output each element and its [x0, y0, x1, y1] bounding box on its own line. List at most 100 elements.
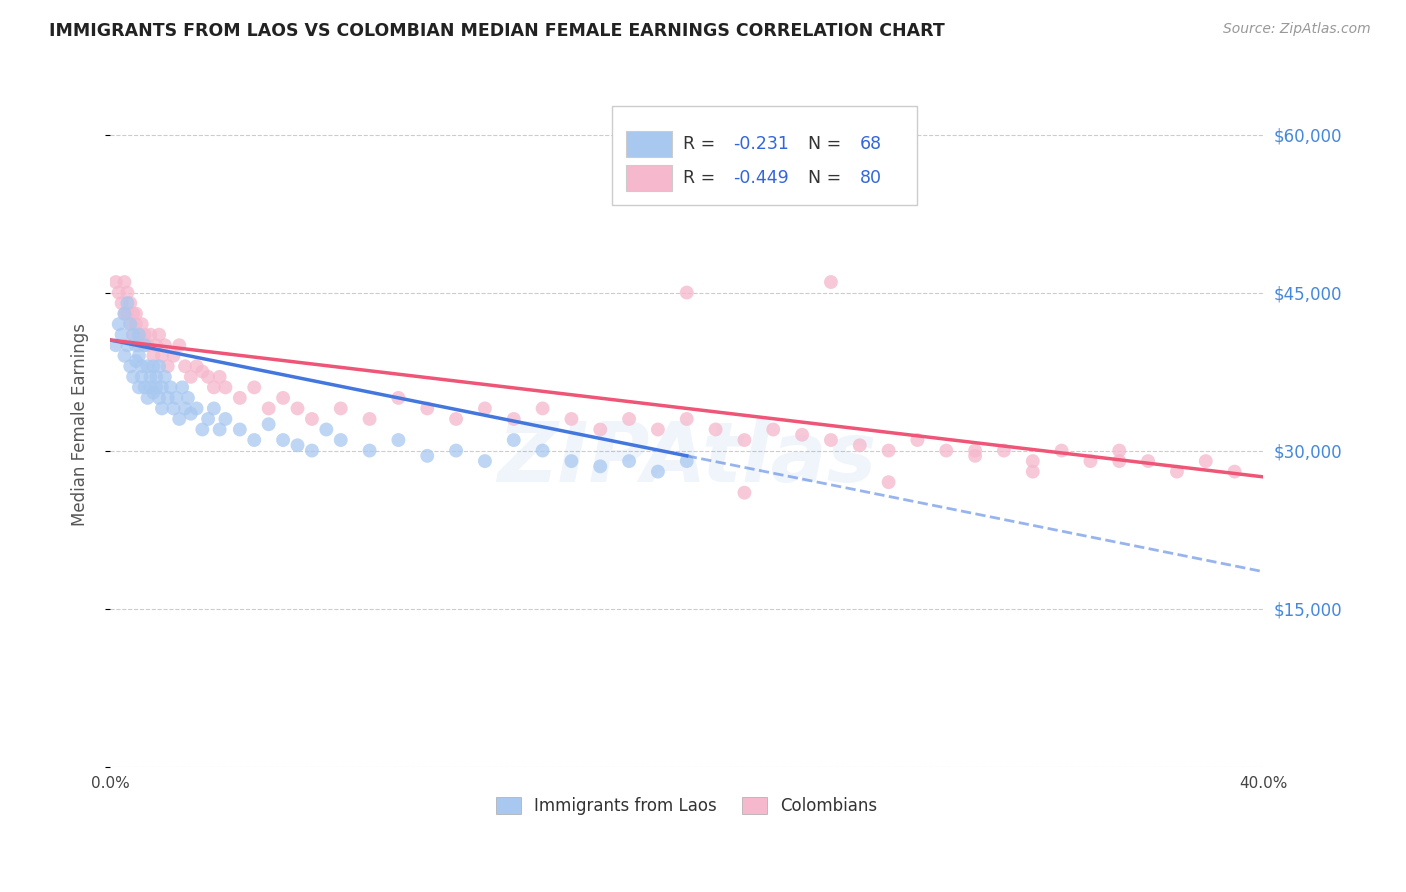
Point — [110, 296, 132, 310]
Point — [148, 359, 170, 374]
Point — [444, 412, 467, 426]
Point — [820, 275, 842, 289]
Point — [1080, 454, 1102, 468]
Point — [180, 407, 202, 421]
Text: -0.231: -0.231 — [733, 136, 789, 153]
Point — [174, 401, 197, 416]
Point — [214, 412, 236, 426]
Point — [142, 359, 165, 374]
Point — [114, 307, 136, 321]
Point — [117, 296, 139, 310]
Point — [145, 369, 167, 384]
Point — [704, 423, 727, 437]
Point — [208, 423, 231, 437]
Point — [122, 307, 145, 321]
Point — [243, 433, 266, 447]
Point — [589, 423, 612, 437]
Point — [107, 285, 129, 300]
Point — [117, 307, 139, 321]
Point — [287, 438, 309, 452]
Point — [531, 401, 554, 416]
Point — [301, 412, 323, 426]
Point — [131, 317, 153, 331]
Point — [122, 327, 145, 342]
Point — [134, 327, 156, 342]
Point — [125, 354, 148, 368]
Point — [125, 317, 148, 331]
Point — [733, 485, 755, 500]
Point — [139, 380, 162, 394]
Point — [120, 359, 142, 374]
Point — [131, 359, 153, 374]
Point — [315, 423, 337, 437]
Point — [117, 338, 139, 352]
Point — [229, 391, 252, 405]
Text: N =: N = — [808, 169, 846, 187]
Point — [531, 443, 554, 458]
Point — [1137, 454, 1160, 468]
Point — [560, 454, 582, 468]
Point — [387, 391, 409, 405]
Point — [142, 349, 165, 363]
Point — [647, 423, 669, 437]
Point — [202, 401, 225, 416]
Point — [114, 275, 136, 289]
Point — [675, 454, 697, 468]
Point — [965, 443, 987, 458]
Point — [169, 338, 191, 352]
Point — [416, 449, 439, 463]
Point — [1022, 454, 1045, 468]
Point — [125, 338, 148, 352]
Text: 80: 80 — [859, 169, 882, 187]
Point — [131, 369, 153, 384]
Point — [153, 338, 176, 352]
Point — [150, 349, 173, 363]
Point — [1223, 465, 1246, 479]
Point — [617, 454, 640, 468]
Point — [136, 338, 159, 352]
Point — [1166, 465, 1188, 479]
Point — [104, 338, 127, 352]
Point — [1108, 443, 1130, 458]
Point — [125, 307, 148, 321]
Y-axis label: Median Female Earnings: Median Female Earnings — [72, 323, 89, 525]
Point — [560, 412, 582, 426]
Point — [150, 401, 173, 416]
Point — [162, 401, 184, 416]
Point — [128, 380, 150, 394]
Point — [197, 412, 219, 426]
Point — [502, 412, 524, 426]
Point — [120, 317, 142, 331]
Point — [122, 369, 145, 384]
Point — [139, 327, 162, 342]
Point — [301, 443, 323, 458]
Point — [474, 454, 496, 468]
Point — [271, 391, 294, 405]
Point — [156, 391, 179, 405]
Point — [197, 369, 219, 384]
Text: R =: R = — [683, 136, 721, 153]
Point — [114, 307, 136, 321]
Point — [134, 380, 156, 394]
Point — [142, 385, 165, 400]
Point — [416, 401, 439, 416]
Text: R =: R = — [683, 169, 721, 187]
Point — [243, 380, 266, 394]
Point — [359, 412, 381, 426]
Point — [120, 317, 142, 331]
Point — [191, 365, 214, 379]
Point — [1195, 454, 1218, 468]
Point — [733, 433, 755, 447]
Point — [993, 443, 1015, 458]
Point — [387, 433, 409, 447]
Point — [110, 327, 132, 342]
Point — [271, 433, 294, 447]
Point — [329, 401, 352, 416]
Point — [114, 349, 136, 363]
Point — [177, 391, 200, 405]
Point — [153, 369, 176, 384]
Text: -0.449: -0.449 — [733, 169, 789, 187]
Point — [128, 349, 150, 363]
Point — [229, 423, 252, 437]
FancyBboxPatch shape — [612, 106, 918, 205]
